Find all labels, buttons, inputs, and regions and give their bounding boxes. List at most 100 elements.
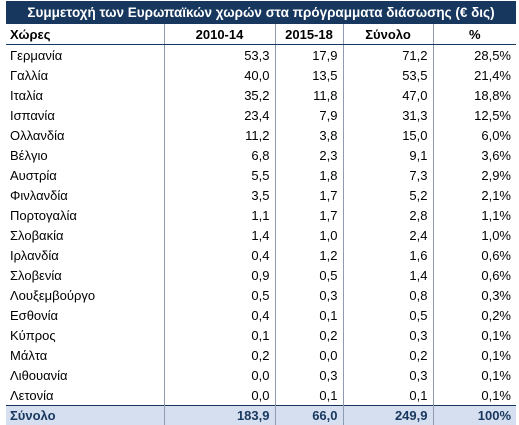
value-total: 2,4 (343, 225, 433, 245)
country-cell: Λουξεμβούργο (6, 285, 164, 305)
value-2015-18: 2,3 (275, 145, 343, 165)
value-2010-14: 11,2 (164, 125, 275, 145)
country-cell: Βέλγιο (6, 145, 164, 165)
value-2015-18: 3,8 (275, 125, 343, 145)
value-2015-18: 1,7 (275, 185, 343, 205)
value-2015-18: 0,0 (275, 345, 343, 365)
value-total: 0,3 (343, 365, 433, 385)
value-total: 0,8 (343, 285, 433, 305)
value-2015-18: 1,7 (275, 205, 343, 225)
value-total: 0,3 (343, 325, 433, 345)
country-cell: Ιταλία (6, 85, 164, 105)
value-percent: 21,4% (433, 65, 516, 85)
total-row: Σύνολο 183,9 66,0 249,9 100% (6, 406, 516, 425)
header-total: Σύνολο (343, 24, 433, 45)
value-2010-14: 53,3 (164, 45, 275, 66)
value-2010-14: 3,5 (164, 185, 275, 205)
value-percent: 1,0% (433, 225, 516, 245)
value-2010-14: 35,2 (164, 85, 275, 105)
value-total: 15,0 (343, 125, 433, 145)
value-total: 47,0 (343, 85, 433, 105)
value-2010-14: 5,5 (164, 165, 275, 185)
value-2010-14: 1,4 (164, 225, 275, 245)
value-percent: 6,0% (433, 125, 516, 145)
value-2010-14: 0,9 (164, 265, 275, 285)
country-cell: Ολλανδία (6, 125, 164, 145)
header-percent: % (433, 24, 516, 45)
value-total: 31,3 (343, 105, 433, 125)
header-2015-18: 2015-18 (275, 24, 343, 45)
value-total: 0,5 (343, 305, 433, 325)
value-2010-14: 1,1 (164, 205, 275, 225)
header-countries: Χώρες (6, 24, 164, 45)
total-label: Σύνολο (6, 406, 164, 425)
value-percent: 0,6% (433, 265, 516, 285)
value-2010-14: 0,4 (164, 305, 275, 325)
value-2015-18: 0,2 (275, 325, 343, 345)
value-total: 2,8 (343, 205, 433, 225)
value-total: 53,5 (343, 65, 433, 85)
total-percent: 100% (433, 406, 516, 425)
country-cell: Φινλανδία (6, 185, 164, 205)
value-percent: 0,1% (433, 325, 516, 345)
value-total: 5,2 (343, 185, 433, 205)
country-cell: Σλοβενία (6, 265, 164, 285)
value-total: 9,1 (343, 145, 433, 165)
value-2010-14: 0,4 (164, 245, 275, 265)
value-percent: 0,3% (433, 285, 516, 305)
value-2010-14: 0,1 (164, 325, 275, 345)
total-2010-14: 183,9 (164, 406, 275, 425)
country-cell: Αυστρία (6, 165, 164, 185)
value-percent: 2,9% (433, 165, 516, 185)
country-cell: Μάλτα (6, 345, 164, 365)
value-2010-14: 0,0 (164, 365, 275, 385)
country-cell: Γαλλία (6, 65, 164, 85)
value-2010-14: 0,0 (164, 385, 275, 406)
value-2010-14: 40,0 (164, 65, 275, 85)
value-2015-18: 11,8 (275, 85, 343, 105)
total-2015-18: 66,0 (275, 406, 343, 425)
value-2015-18: 1,0 (275, 225, 343, 245)
value-2015-18: 0,1 (275, 305, 343, 325)
country-cell: Κύπρος (6, 325, 164, 345)
value-percent: 0,1% (433, 345, 516, 365)
value-2010-14: 6,8 (164, 145, 275, 165)
country-cell: Σλοβακία (6, 225, 164, 245)
country-cell: Γερμανία (6, 45, 164, 66)
value-percent: 12,5% (433, 105, 516, 125)
country-cell: Πορτογαλία (6, 205, 164, 225)
value-2010-14: 0,2 (164, 345, 275, 365)
value-2015-18: 1,8 (275, 165, 343, 185)
value-total: 71,2 (343, 45, 433, 66)
value-percent: 0,1% (433, 385, 516, 406)
country-cell: Εσθονία (6, 305, 164, 325)
value-percent: 1,1% (433, 205, 516, 225)
value-2015-18: 0,3 (275, 365, 343, 385)
value-2015-18: 1,2 (275, 245, 343, 265)
value-percent: 0,2% (433, 305, 516, 325)
country-cell: Λιθουανία (6, 365, 164, 385)
header-row: Χώρες 2010-14 2015-18 Σύνολο % (6, 24, 516, 45)
value-2015-18: 13,5 (275, 65, 343, 85)
table-title: Συμμετοχή των Ευρωπαϊκών χωρών στα πρόγρ… (6, 1, 516, 24)
value-total: 7,3 (343, 165, 433, 185)
value-2015-18: 7,9 (275, 105, 343, 125)
header-2010-14: 2010-14 (164, 24, 275, 45)
